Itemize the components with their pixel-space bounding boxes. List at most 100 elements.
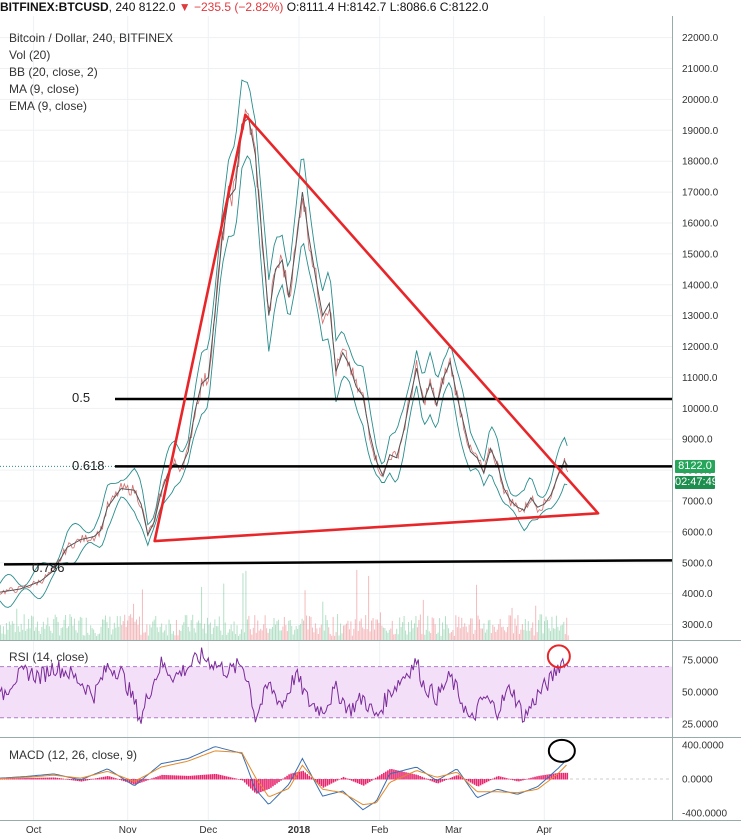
macd-hist-bar (254, 779, 256, 793)
macd-hist-bar (415, 774, 417, 780)
volume-bar (167, 635, 169, 640)
volume-bar (1, 633, 3, 640)
volume-bar (240, 629, 242, 640)
volume-bar (328, 627, 330, 640)
volume-bar (301, 618, 303, 640)
macd-hist-bar (54, 777, 57, 780)
macd-hist-bar (86, 779, 89, 781)
volume-bar (526, 630, 528, 640)
volume-bar (311, 627, 313, 640)
bollinger-lower (0, 155, 568, 608)
volume-bar (286, 631, 288, 640)
macd-hist-bar (169, 775, 171, 780)
volume-bar (408, 621, 410, 640)
volume-bar (378, 622, 380, 640)
macd-hist-bar (207, 774, 210, 780)
macd-hist-bar (439, 779, 442, 783)
legend-rsi[interactable]: RSI (14, close) (9, 650, 89, 664)
macd-hist-bar (32, 777, 34, 780)
macd-hist-bar (274, 779, 276, 785)
macd-hist-bar (6, 778, 8, 780)
volume-bar (136, 619, 138, 640)
volume-bar (153, 619, 155, 640)
macd-hist-bar (276, 779, 278, 784)
volume-bar (76, 632, 78, 640)
volume-bar (45, 625, 47, 640)
volume-bar (116, 616, 118, 640)
legend-vol[interactable]: Vol (20) (9, 48, 51, 62)
macd-hist-bar (12, 778, 14, 780)
macd-hist-bar (189, 775, 192, 780)
volume-bar (334, 635, 336, 640)
macd-hist-bar (407, 772, 409, 780)
time-tick-label: Oct (26, 825, 42, 836)
triangle-pattern (153, 113, 600, 543)
macd-hist-bar (181, 775, 184, 780)
macd-hist-bar (4, 778, 6, 780)
volume-bar (480, 628, 482, 640)
volume-bar (25, 630, 27, 640)
volume-bar (180, 630, 182, 640)
volume-bar (541, 614, 543, 640)
volume-bar (436, 633, 438, 640)
volume-bar (477, 615, 479, 640)
volume-bar (186, 615, 188, 640)
macd-hist-bar (227, 776, 230, 780)
volume-bar (0, 625, 1, 640)
volume-bar (130, 614, 132, 640)
volume-bar (270, 628, 272, 640)
volume-bar (554, 628, 556, 640)
volume-bar (125, 626, 127, 640)
interval-label[interactable]: 240 (115, 0, 136, 14)
volume-bar (277, 619, 279, 640)
macd-hist-bar (518, 779, 520, 782)
macd-hist-bar (546, 774, 548, 780)
volume-bar (483, 623, 485, 640)
macd-hist-bar (243, 779, 246, 783)
macd-hist-bar (405, 772, 407, 780)
macd-hist-bar (264, 779, 266, 791)
price-tick-label: 17000.0 (682, 188, 719, 199)
macd-hist-bar (145, 779, 147, 781)
symbol-name[interactable]: BITFINEX:BTCUSD (0, 0, 109, 14)
volume-bar (29, 628, 31, 640)
volume-bar (10, 625, 12, 640)
macd-hist-bar (508, 778, 510, 780)
volume-bar (511, 607, 513, 640)
macd-hist-bar (129, 779, 131, 783)
time-axis[interactable]: Oct Nov Dec 2018 Feb Mar Apr (26, 825, 553, 836)
price-tick-label: 5000.0 (682, 558, 713, 569)
volume-bar (492, 624, 494, 640)
volume-bar (356, 569, 358, 640)
macd-hist-bar (564, 772, 567, 780)
volume-bar (345, 623, 347, 640)
legend-macd[interactable]: MACD (12, 26, close, 9) (9, 748, 138, 762)
volume-bar (557, 626, 559, 640)
volume-bar (446, 624, 448, 640)
volume-bar (32, 616, 34, 640)
volume-bar (206, 617, 208, 640)
volume-bar (162, 632, 164, 640)
legend-ema[interactable]: EMA (9, close) (9, 99, 88, 113)
macd-hist-bar (112, 777, 115, 780)
volume-bar (113, 622, 115, 640)
macd-hist-bar (44, 777, 46, 780)
rsi-tick-label: 25.0000 (682, 720, 719, 731)
volume-bar (493, 626, 495, 640)
volume-bar (533, 635, 535, 640)
legend-bb[interactable]: BB (20, close, 2) (9, 65, 98, 79)
volume-bar (115, 627, 117, 640)
macd-hist-bar (360, 779, 363, 785)
price-axis[interactable]: 22000.0 21000.0 20000.0 19000.0 18000.0 17000… (682, 33, 719, 631)
volume-bar (547, 620, 549, 640)
macd-hist-bar (520, 779, 522, 781)
macd-hist-bar (348, 779, 351, 780)
macd-hist-bar (66, 779, 69, 780)
macd-hist-bar (449, 777, 452, 780)
legend-ma[interactable]: MA (9, close) (9, 82, 80, 96)
macd-hist-bar (504, 777, 506, 780)
volume-bar (371, 620, 373, 640)
macd-hist-bar (48, 777, 50, 780)
macd-hist-bar (205, 774, 208, 780)
